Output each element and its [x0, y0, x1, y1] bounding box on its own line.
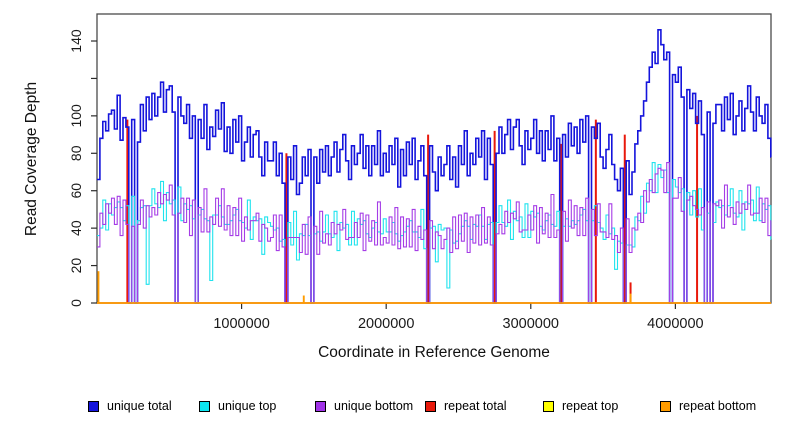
- x-axis-title: Coordinate in Reference Genome: [318, 344, 550, 361]
- legend-item-repeat-bottom: repeat bottom: [660, 398, 756, 414]
- svg-text:1000000: 1000000: [213, 316, 269, 332]
- legend-swatch-icon: [660, 400, 671, 412]
- svg-text:40: 40: [68, 220, 84, 236]
- legend-label: repeat top: [562, 399, 619, 413]
- legend-label: unique bottom: [334, 399, 414, 413]
- svg-text:20: 20: [68, 258, 84, 274]
- svg-text:0: 0: [68, 299, 84, 307]
- svg-text:140: 140: [68, 29, 84, 53]
- legend-label: repeat total: [444, 399, 507, 413]
- legend-swatch-icon: [543, 400, 554, 412]
- legend-swatch-icon: [199, 400, 210, 412]
- svg-text:2000000: 2000000: [358, 316, 414, 332]
- svg-text:100: 100: [68, 104, 84, 128]
- svg-text:60: 60: [68, 183, 84, 199]
- svg-text:4000000: 4000000: [647, 316, 703, 332]
- y-axis-title: Read Coverage Depth: [23, 81, 40, 237]
- svg-text:3000000: 3000000: [503, 316, 559, 332]
- legend-item-unique-total: unique total: [88, 398, 172, 414]
- chart-legend: unique total unique top unique bottom repea…: [0, 398, 792, 418]
- legend-label: repeat bottom: [679, 399, 757, 413]
- legend-item-unique-top: unique top: [199, 398, 276, 414]
- legend-item-repeat-total: repeat total: [425, 398, 507, 414]
- legend-swatch-icon: [315, 400, 326, 412]
- legend-swatch-icon: [88, 400, 99, 412]
- legend-item-repeat-top: repeat top: [543, 398, 618, 414]
- svg-text:80: 80: [68, 145, 84, 161]
- legend-swatch-icon: [425, 400, 436, 412]
- legend-item-unique-bottom: unique bottom: [315, 398, 413, 414]
- legend-label: unique top: [218, 399, 277, 413]
- legend-label: unique total: [107, 399, 172, 413]
